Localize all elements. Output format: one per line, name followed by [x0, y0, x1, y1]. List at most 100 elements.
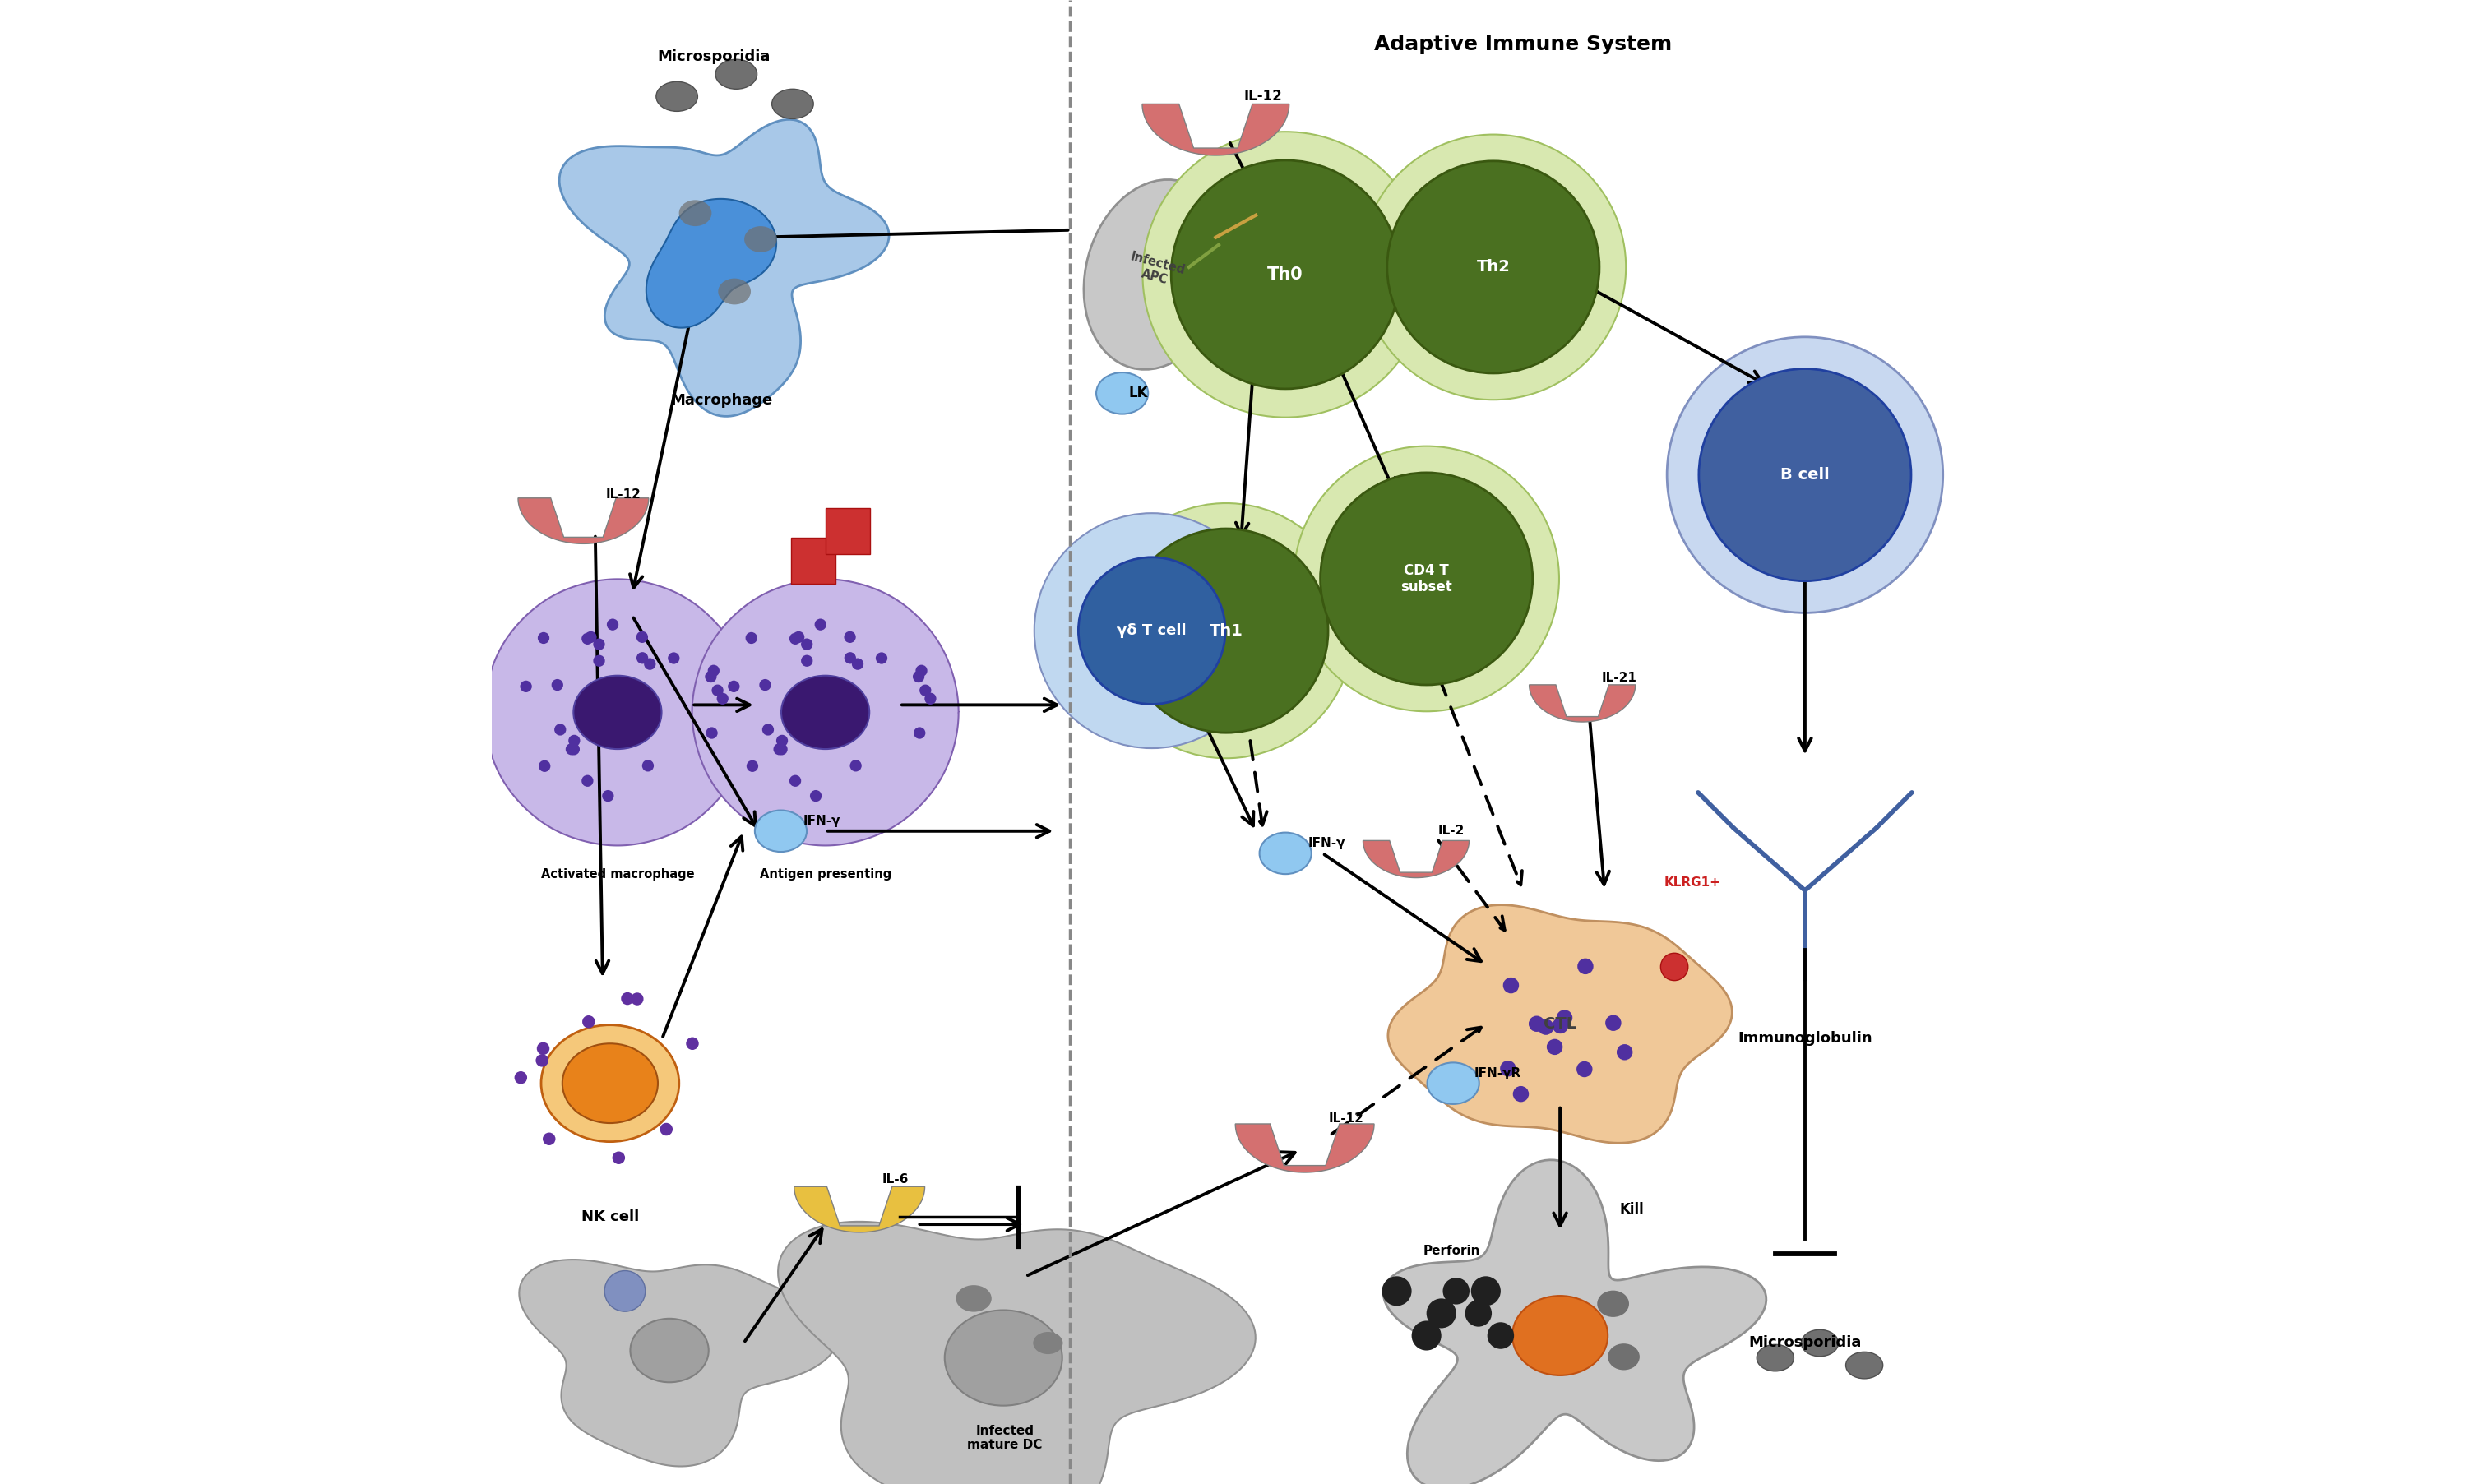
Circle shape: [1616, 1045, 1633, 1060]
Text: IL-2: IL-2: [1438, 825, 1465, 837]
Ellipse shape: [1757, 1345, 1794, 1371]
Circle shape: [1557, 1009, 1571, 1025]
Circle shape: [777, 735, 787, 746]
Polygon shape: [1236, 1123, 1374, 1172]
Text: Adaptive Immune System: Adaptive Immune System: [1374, 34, 1673, 55]
Circle shape: [1660, 953, 1687, 981]
Ellipse shape: [1845, 1352, 1882, 1379]
Ellipse shape: [1034, 1333, 1063, 1353]
Circle shape: [538, 632, 550, 644]
Circle shape: [543, 1132, 555, 1146]
Circle shape: [592, 654, 604, 666]
Text: CD4 T
subset: CD4 T subset: [1401, 562, 1453, 595]
Text: Kill: Kill: [1618, 1202, 1643, 1217]
Text: IL-12: IL-12: [1243, 89, 1283, 104]
Circle shape: [553, 680, 562, 690]
Circle shape: [644, 657, 656, 669]
Circle shape: [1576, 1061, 1594, 1077]
Circle shape: [585, 631, 597, 643]
Text: Antigen presenting: Antigen presenting: [760, 868, 891, 880]
Circle shape: [1142, 132, 1428, 417]
Circle shape: [802, 654, 812, 666]
Circle shape: [538, 1042, 550, 1055]
FancyBboxPatch shape: [792, 537, 836, 585]
Circle shape: [913, 727, 925, 739]
Polygon shape: [560, 120, 888, 417]
Circle shape: [718, 693, 728, 705]
Circle shape: [925, 693, 937, 705]
Text: Perforin: Perforin: [1423, 1245, 1480, 1257]
Ellipse shape: [782, 675, 868, 749]
Polygon shape: [693, 579, 960, 846]
Text: Th2: Th2: [1475, 260, 1510, 275]
Text: NK cell: NK cell: [582, 1209, 639, 1224]
Text: IL-12: IL-12: [604, 488, 641, 500]
Text: Activated macrophage: Activated macrophage: [540, 868, 693, 880]
Circle shape: [1502, 978, 1520, 993]
Circle shape: [772, 743, 785, 755]
Circle shape: [1293, 447, 1559, 711]
Ellipse shape: [1261, 833, 1312, 874]
Circle shape: [636, 651, 649, 663]
Circle shape: [708, 665, 720, 677]
Ellipse shape: [755, 810, 807, 852]
Ellipse shape: [1596, 1291, 1628, 1316]
Text: IL-21: IL-21: [1601, 672, 1638, 684]
Circle shape: [612, 1152, 624, 1163]
Circle shape: [1320, 473, 1532, 686]
Ellipse shape: [955, 1285, 992, 1312]
Circle shape: [555, 724, 565, 736]
Ellipse shape: [1083, 180, 1229, 370]
Circle shape: [851, 657, 863, 669]
Ellipse shape: [1512, 1296, 1608, 1376]
Circle shape: [1488, 1322, 1515, 1349]
Circle shape: [809, 789, 822, 801]
Text: Macrophage: Macrophage: [671, 393, 772, 408]
FancyBboxPatch shape: [826, 508, 871, 555]
Text: Th1: Th1: [1209, 623, 1243, 638]
Circle shape: [607, 619, 619, 631]
Ellipse shape: [562, 1043, 659, 1123]
Circle shape: [636, 631, 649, 643]
Circle shape: [1668, 337, 1944, 613]
Polygon shape: [777, 1221, 1256, 1484]
Circle shape: [1386, 162, 1599, 374]
Circle shape: [913, 671, 925, 683]
Circle shape: [1125, 528, 1327, 733]
Text: IL-6: IL-6: [881, 1174, 908, 1186]
Circle shape: [604, 1270, 646, 1312]
Circle shape: [592, 638, 604, 650]
Ellipse shape: [540, 1025, 678, 1141]
Text: IFN-γ: IFN-γ: [1308, 837, 1345, 849]
Circle shape: [1172, 160, 1399, 389]
Text: Immunoglobulin: Immunoglobulin: [1737, 1031, 1872, 1046]
Text: Microsporidia: Microsporidia: [1749, 1336, 1863, 1350]
Circle shape: [814, 619, 826, 631]
Polygon shape: [794, 1187, 925, 1232]
Circle shape: [1552, 1018, 1569, 1033]
Ellipse shape: [629, 1319, 708, 1382]
Text: IL-12: IL-12: [1330, 1113, 1364, 1125]
Text: γδ T cell: γδ T cell: [1118, 623, 1187, 638]
Text: Th0: Th0: [1268, 266, 1303, 283]
Ellipse shape: [945, 1310, 1063, 1405]
Text: Infected
mature DC: Infected mature DC: [967, 1425, 1044, 1451]
Circle shape: [775, 743, 787, 755]
Circle shape: [762, 724, 775, 736]
Circle shape: [748, 760, 757, 772]
Circle shape: [728, 681, 740, 692]
Circle shape: [567, 743, 580, 755]
Circle shape: [849, 760, 861, 772]
Circle shape: [582, 1015, 595, 1028]
Circle shape: [632, 993, 644, 1005]
Circle shape: [1547, 1039, 1562, 1055]
Circle shape: [1382, 1276, 1411, 1306]
Circle shape: [661, 1123, 673, 1135]
Circle shape: [567, 735, 580, 746]
Ellipse shape: [572, 675, 661, 749]
Circle shape: [521, 681, 533, 692]
Polygon shape: [518, 1260, 836, 1466]
Circle shape: [1470, 1276, 1500, 1306]
Circle shape: [1465, 1300, 1493, 1327]
Polygon shape: [1142, 104, 1290, 156]
